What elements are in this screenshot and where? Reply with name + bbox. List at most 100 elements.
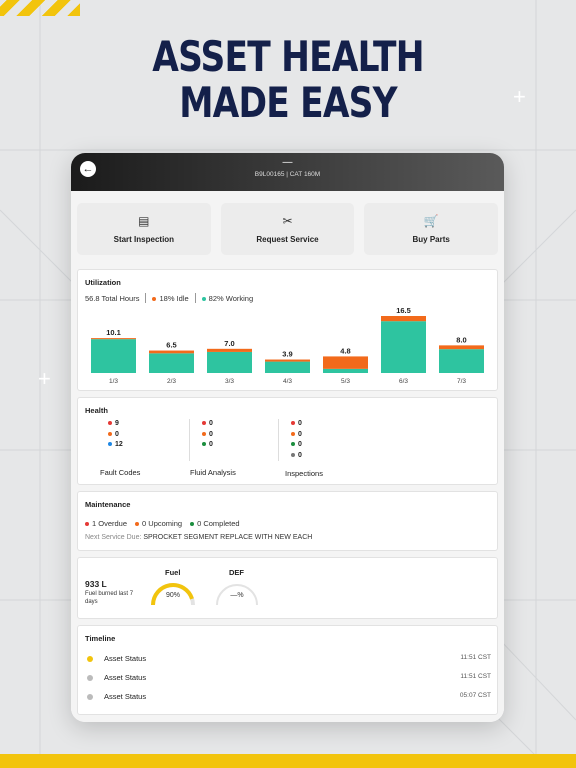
fault-codes-label: Fault Codes [100,468,141,477]
orange-dot-icon [291,431,295,436]
maintenance-stats: 1 Overdue 0 Upcoming 0 Completed [85,519,240,528]
idle-bar [265,359,310,362]
headline-line-1: ASSET HEALTH [152,32,424,81]
back-arrow-icon[interactable]: ← [80,161,96,177]
hazard-stripes [0,0,80,16]
x-tick-label: 3/3 [225,378,234,385]
fault-red-row: 9 [108,420,123,431]
upcoming-stat: 0 Upcoming [135,519,182,528]
timeline-row[interactable]: Asset Status 05:07 CST [85,692,491,704]
idle-bar [149,350,194,354]
fuel-gauge [151,583,195,606]
fault-orange-row: 0 [108,431,123,442]
start-inspection-label: Start Inspection [113,234,175,244]
tablet-screen: ← — B9L00165 | CAT 160M ▤ Start Inspecti… [71,153,504,722]
bar-value-label: 10.1 [106,328,121,337]
bar-value-label: 4.8 [340,346,350,355]
top-bar: ← — B9L00165 | CAT 160M [71,153,504,191]
wrench-screwdriver-icon: ✂ [282,213,293,228]
idle-bar [323,356,368,369]
timeline-row[interactable]: Asset Status 11:51 CST [85,673,491,685]
divider [194,293,196,303]
fluid-green-row: 0 [202,441,213,452]
def-gauge-value: —% [230,592,244,599]
timeline-time: 11:51 CST [460,673,491,680]
x-tick-label: 5/3 [341,378,350,385]
fluid-analysis-label: Fluid Analysis [190,468,236,477]
fluid-orange-row: 0 [202,431,213,442]
maintenance-title: Maintenance [85,500,131,509]
main-content: ▤ Start Inspection ✂ Request Service 🛒 B… [71,191,504,722]
working-stat: 82% Working [201,293,254,303]
buy-parts-button[interactable]: 🛒 Buy Parts [364,203,499,255]
divider [145,293,147,303]
status-dot-icon [87,694,93,700]
next-service: Next Service Due: SPROCKET SEGMENT REPLA… [85,534,312,541]
idle-label: 18% Idle [159,293,189,303]
insp-orange-row: 0 [291,431,302,442]
plus-decoration: + [38,366,51,391]
working-bar [265,361,310,373]
timeline-row[interactable]: Asset Status 11:51 CST [85,654,491,666]
insp-green-row: 0 [291,441,302,452]
idle-stat: 18% Idle [152,293,189,303]
title-dash: — [282,157,293,168]
timeline-card[interactable]: Timeline Asset Status 11:51 CST Asset St… [77,625,498,715]
timeline-time: 05:07 CST [459,692,491,699]
request-service-label: Request Service [256,234,319,244]
bar-value-label: 8.0 [456,335,466,344]
working-bar [323,368,368,373]
divider [189,419,190,461]
bar-value-label: 6.5 [166,341,176,350]
x-tick-label: 4/3 [283,378,292,385]
request-service-button[interactable]: ✂ Request Service [220,203,355,255]
red-dot-icon [202,421,206,426]
start-inspection-button[interactable]: ▤ Start Inspection [77,203,211,255]
timeline-time: 11:51 CST [460,654,491,661]
idle-bar [439,345,484,350]
cart-icon: 🛒 [423,213,439,228]
maintenance-card[interactable]: Maintenance 1 Overdue 0 Upcoming 0 Compl… [77,491,498,551]
timeline-label: Asset Status [104,673,147,682]
bar-value-label: 7.0 [224,339,234,348]
health-card[interactable]: Health 9 0 12 0 0 0 0 0 0 0 Fault Codes … [77,397,498,485]
timeline-label: Asset Status [104,692,147,701]
fuel-burned-caption: Fuel burned last 7 days [85,591,134,605]
completed-stat: 0 Completed [190,519,240,528]
total-hours: 56.8 Total Hours [85,293,140,303]
fuel-gauge-title: Fuel [165,568,181,577]
plus-decoration: + [513,84,526,109]
idle-dot-icon [152,296,157,301]
red-dot-icon [291,421,295,426]
fault-blue-row: 12 [108,441,123,452]
next-service-value: SPROCKET SEGMENT REPLACE WITH NEW EACH [143,534,313,541]
asset-title: B9L00165 | CAT 160M [254,171,321,178]
status-dot-icon [87,656,93,662]
working-dot-icon [201,296,206,301]
fluid-analysis-values: 0 0 0 [202,420,213,452]
buy-parts-label: Buy Parts [412,234,450,244]
bar-value-label: 3.9 [282,350,292,359]
orange-dot-icon [202,431,206,436]
fluid-red-row: 0 [202,420,213,431]
red-dot-icon [85,522,89,527]
utilization-stats: 56.8 Total Hours 18% Idle 82% Working [85,293,253,303]
bar-value-label: 16.5 [396,306,411,315]
working-label: 82% Working [208,293,254,303]
utilization-card[interactable]: Utilization 56.8 Total Hours 18% Idle 82… [77,269,498,391]
fault-codes-values: 9 0 12 [108,420,123,452]
x-tick-label: 6/3 [399,378,408,385]
green-dot-icon [291,442,295,447]
fuel-card[interactable]: 933 L Fuel burned last 7 days Fuel 90% D… [77,557,498,619]
idle-bar [91,338,136,340]
working-bar [381,321,426,373]
x-tick-label: 1/3 [109,378,118,385]
x-tick-label: 7/3 [457,378,466,385]
def-gauge [216,584,258,606]
next-service-label: Next Service Due: [85,534,142,541]
bottom-band [0,754,576,768]
green-dot-icon [202,442,206,447]
working-bar [91,339,136,373]
quick-actions: ▤ Start Inspection ✂ Request Service 🛒 B… [77,203,499,255]
health-title: Health [85,406,108,415]
